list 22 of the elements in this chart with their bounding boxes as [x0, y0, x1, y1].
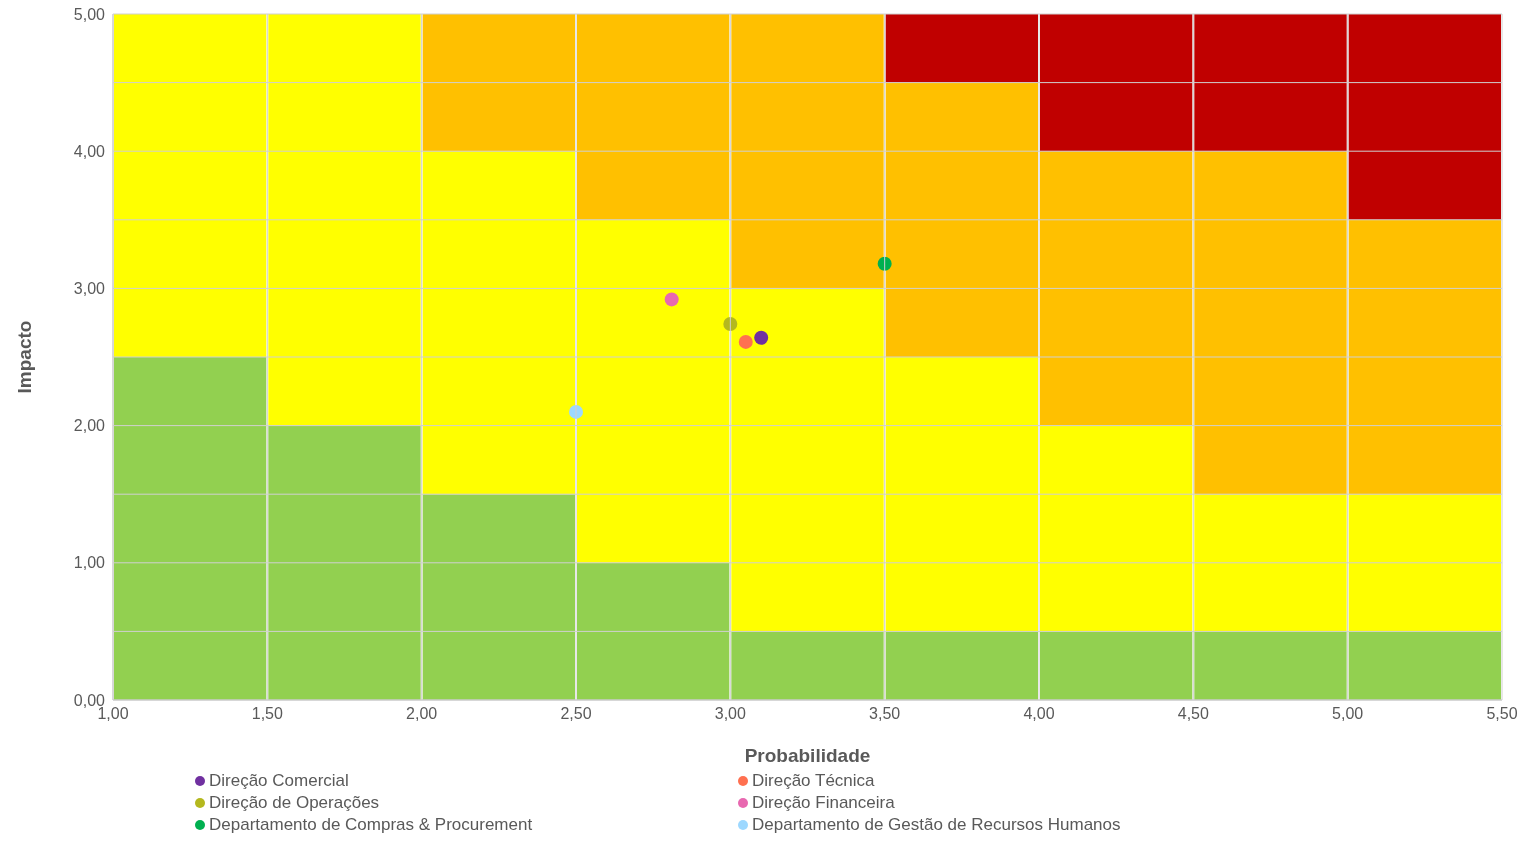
y-tick-label: 4,00 — [73, 142, 106, 160]
y-tick-label: 2,00 — [73, 417, 106, 435]
legend-label: Departamento de Compras & Procurement — [209, 814, 533, 836]
x-axis-title: Probabilidade — [744, 745, 871, 766]
legend-label: Direção Técnica — [752, 770, 875, 792]
legend-label: Direção Comercial — [209, 770, 349, 792]
x-tick-label: 3,50 — [869, 705, 901, 723]
x-tick-label: 5,00 — [1332, 705, 1364, 723]
x-tick-label: 1,50 — [251, 705, 284, 723]
x-tick-label: 3,00 — [714, 705, 747, 723]
x-tick-label: 2,50 — [560, 705, 592, 723]
x-tick-label: 4,00 — [1023, 705, 1055, 723]
x-tick-label: 5,50 — [1486, 705, 1518, 723]
legend-label: Direção Financeira — [752, 792, 895, 814]
x-tick-label: 2,00 — [406, 705, 438, 723]
y-tick-label: 3,00 — [73, 280, 106, 298]
y-axis-title: Impacto — [13, 320, 35, 394]
legend-label: Direção de Operações — [209, 792, 380, 814]
legend-label: Departamento de Gestão de Recursos Humanos — [752, 814, 1121, 836]
x-tick-label: 4,50 — [1177, 705, 1210, 723]
y-tick-label: 5,00 — [73, 5, 106, 23]
y-tick-label: 1,00 — [73, 554, 106, 572]
